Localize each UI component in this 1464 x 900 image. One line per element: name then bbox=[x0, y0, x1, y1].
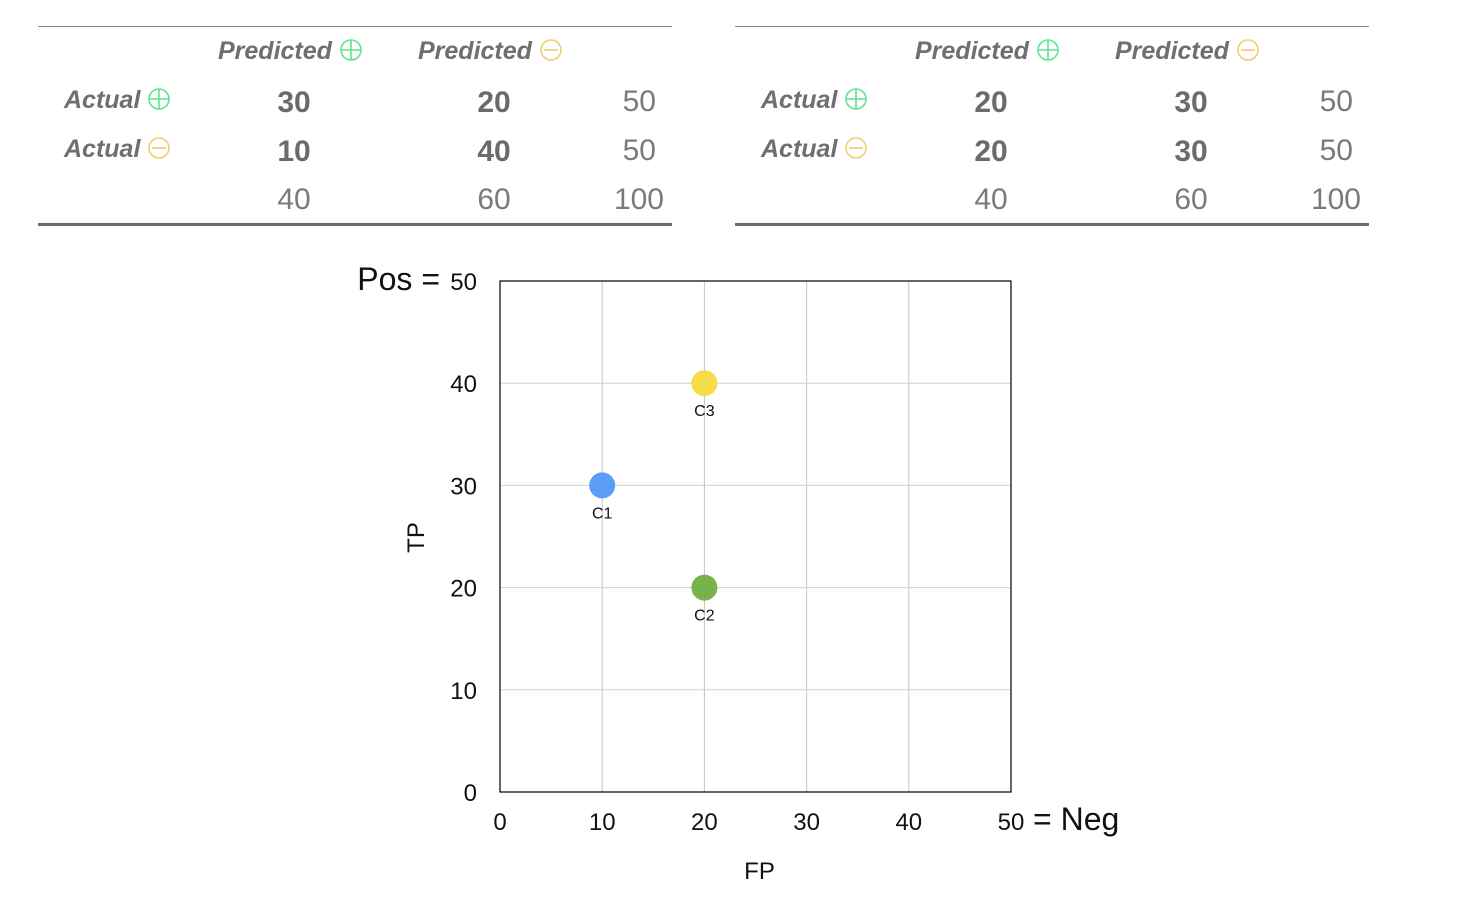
cell-fp: 20 bbox=[974, 135, 1008, 168]
col-header-predicted-positive: Predicted bbox=[915, 39, 1059, 64]
col-header-text: Predicted bbox=[1115, 37, 1229, 65]
plot-frame bbox=[499, 280, 1012, 793]
col-total-predicted-negative: 60 bbox=[1174, 183, 1208, 216]
y-axis-title: TP bbox=[403, 522, 430, 553]
row-label-text: Actual bbox=[64, 135, 141, 163]
cell-tp: 30 bbox=[277, 86, 311, 119]
col-header-text: Predicted bbox=[418, 37, 532, 65]
cell-fn: 20 bbox=[477, 86, 511, 119]
grand-total: 100 bbox=[613, 183, 664, 216]
plus-circle-icon bbox=[148, 88, 171, 110]
row-label-actual-negative: Actual bbox=[64, 135, 171, 163]
cell-fn: 30 bbox=[1174, 86, 1208, 119]
x-tick-label: 10 bbox=[589, 809, 616, 836]
data-point-label: C3 bbox=[694, 403, 715, 420]
data-point-label: C1 bbox=[592, 505, 613, 522]
x-tick-label: 40 bbox=[895, 809, 922, 836]
row-total-positive: 50 bbox=[622, 85, 656, 118]
x-axis-title: FP bbox=[744, 858, 775, 885]
minus-circle-icon bbox=[845, 137, 868, 159]
row-label-text: Actual bbox=[761, 135, 838, 163]
col-header-predicted-negative: Predicted bbox=[418, 39, 562, 64]
col-header-predicted-positive: Predicted bbox=[218, 39, 362, 64]
row-total-positive: 50 bbox=[1319, 85, 1353, 118]
col-header-text: Predicted bbox=[915, 37, 1029, 65]
contingency-table-right: Predicted Predicted Actual Actual 20 30 … bbox=[735, 26, 1369, 226]
y-tick-label: 30 bbox=[450, 473, 477, 500]
row-label-text: Actual bbox=[761, 86, 838, 114]
x-tick-label: 50 bbox=[998, 809, 1025, 836]
data-point bbox=[691, 370, 718, 397]
y-tick-label: 20 bbox=[450, 576, 477, 603]
row-total-negative: 50 bbox=[1319, 134, 1353, 167]
col-total-predicted-negative: 60 bbox=[477, 183, 511, 216]
grand-total: 100 bbox=[1310, 183, 1361, 216]
y-tick-label: 50 bbox=[450, 269, 477, 296]
cell-tn: 30 bbox=[1174, 135, 1208, 168]
minus-circle-icon bbox=[1237, 39, 1259, 61]
plus-circle-icon bbox=[1037, 39, 1059, 61]
contingency-table-left: Predicted Predicted Actual Actual 30 20 … bbox=[38, 26, 672, 226]
x-extra-label: = Neg bbox=[1033, 801, 1119, 837]
x-tick-label: 30 bbox=[793, 809, 820, 836]
col-header-predicted-negative: Predicted bbox=[1115, 39, 1259, 64]
cell-fp: 10 bbox=[277, 135, 311, 168]
cell-tp: 20 bbox=[974, 86, 1008, 119]
row-label-actual-positive: Actual bbox=[64, 86, 171, 114]
col-total-predicted-positive: 40 bbox=[277, 183, 311, 216]
data-point-label: C2 bbox=[694, 608, 715, 625]
minus-circle-icon bbox=[540, 39, 562, 61]
data-point bbox=[691, 574, 718, 601]
x-tick-label: 20 bbox=[691, 809, 718, 836]
col-header-text: Predicted bbox=[218, 37, 332, 65]
y-tick-label: 40 bbox=[450, 371, 477, 398]
row-total-negative: 50 bbox=[622, 134, 656, 167]
minus-circle-icon bbox=[148, 137, 171, 159]
x-tick-label: 0 bbox=[493, 809, 506, 836]
row-label-actual-negative: Actual bbox=[761, 135, 868, 163]
y-extra-label: Pos = bbox=[357, 261, 440, 297]
row-label-actual-positive: Actual bbox=[761, 86, 868, 114]
plus-circle-icon bbox=[845, 88, 868, 110]
cell-tn: 40 bbox=[477, 135, 511, 168]
row-label-text: Actual bbox=[64, 86, 141, 114]
data-point bbox=[589, 472, 616, 499]
plus-circle-icon bbox=[340, 39, 362, 61]
col-total-predicted-positive: 40 bbox=[974, 183, 1008, 216]
y-tick-label: 10 bbox=[450, 678, 477, 705]
y-tick-label: 0 bbox=[464, 780, 477, 807]
